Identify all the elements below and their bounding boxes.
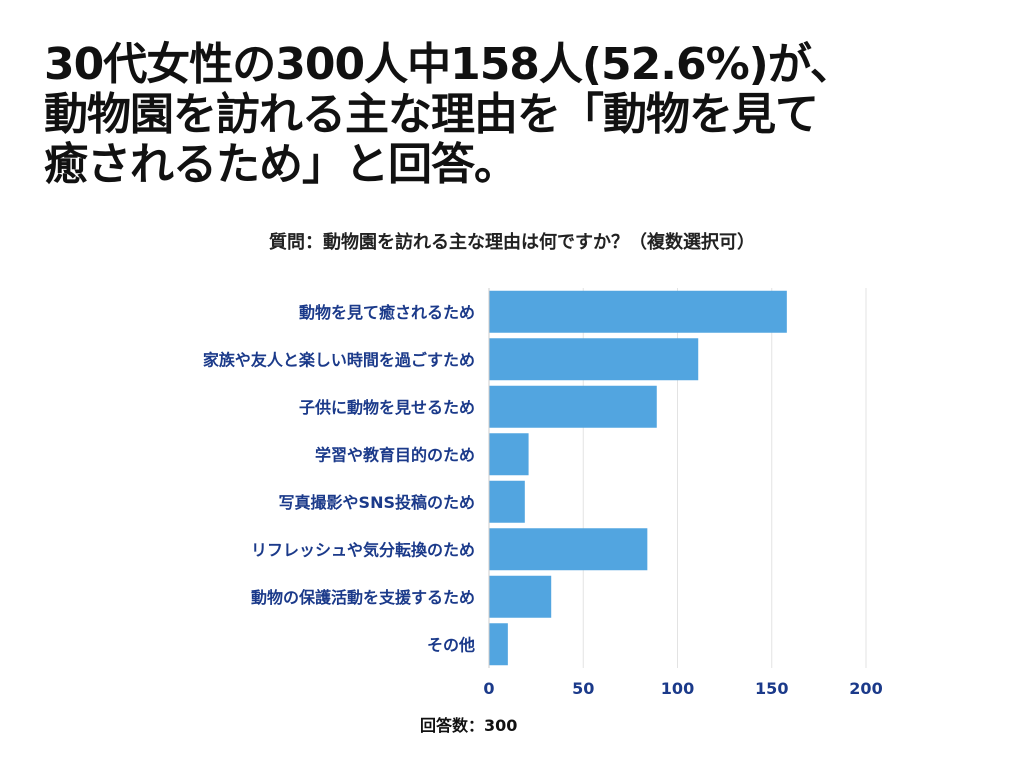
x-tick-label-100: 100 xyxy=(661,679,694,698)
category-label-7: 動物の保護活動を支援するため xyxy=(251,588,475,607)
headline-line-2: 動物園を訪れる主な理由を「動物を見て xyxy=(44,89,819,140)
x-tick-label-150: 150 xyxy=(755,679,788,698)
category-label-8: その他 xyxy=(427,635,475,654)
chart-title: 質問：動物園を訪れる主な理由は何ですか？（複数選択可） xyxy=(269,232,755,253)
headline-line-1: 30代女性の300人中158人(52.6%)が、 xyxy=(44,39,854,90)
bar-4 xyxy=(489,433,529,476)
bar-5 xyxy=(489,480,525,523)
bar-2 xyxy=(489,338,699,381)
headline: 30代女性の300人中158人(52.6%)が、 動物園を訪れる主な理由を「動物… xyxy=(44,40,1004,190)
category-label-3: 子供に動物を見せるため xyxy=(299,398,475,417)
category-label-5: 写真撮影やSNS投稿のため xyxy=(279,493,475,512)
bar-3 xyxy=(489,385,657,428)
bar-8 xyxy=(489,623,508,666)
headline-line-3: 癒されるため」と回答。 xyxy=(44,139,518,190)
category-label-1: 動物を見て癒されるため xyxy=(299,303,475,322)
x-tick-label-50: 50 xyxy=(572,679,594,698)
bar-1 xyxy=(489,290,787,333)
x-tick-label-200: 200 xyxy=(849,679,882,698)
bar-7 xyxy=(489,575,552,618)
respondent-count: 回答数：300 xyxy=(420,716,518,735)
category-label-2: 家族や友人と楽しい時間を過ごすため xyxy=(203,350,475,369)
bar-6 xyxy=(489,528,648,571)
category-label-4: 学習や教育目的のため xyxy=(315,445,475,464)
x-tick-label-0: 0 xyxy=(483,679,494,698)
category-label-6: リフレッシュや気分転換のため xyxy=(251,540,475,559)
